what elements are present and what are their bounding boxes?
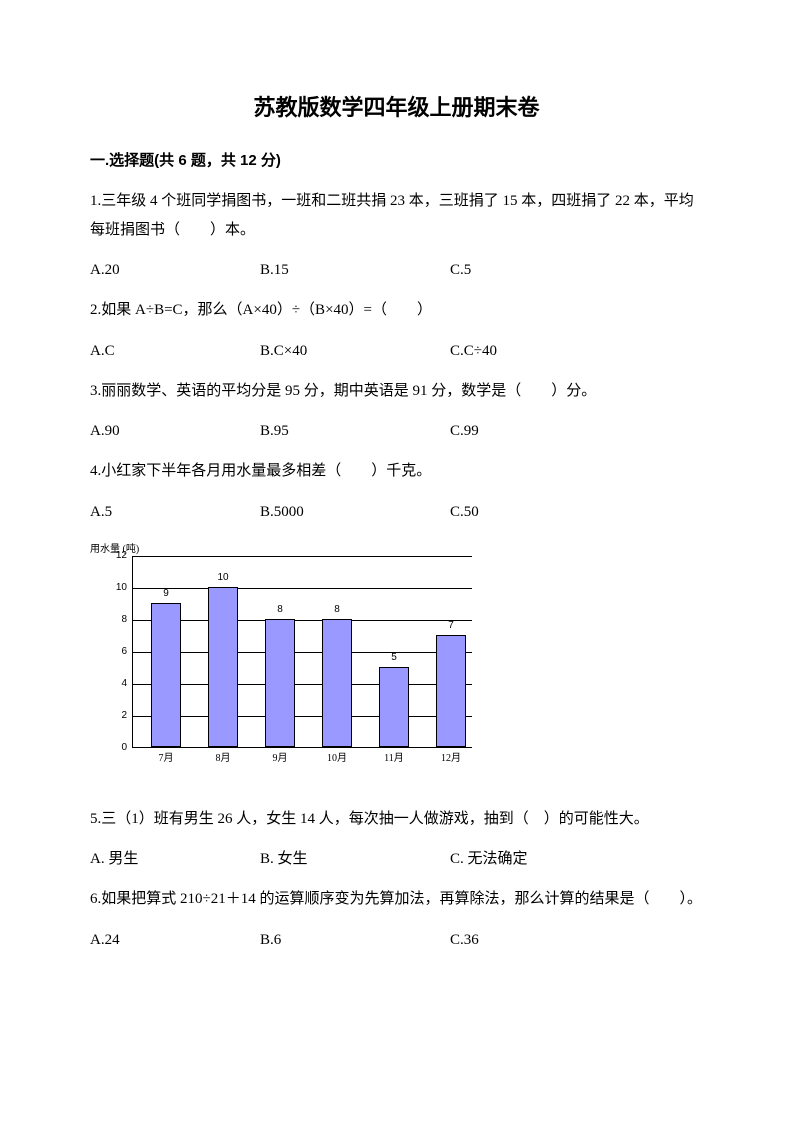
chart-plot-area: 02468101297月108月89月810月511月712月 xyxy=(132,556,472,748)
chart-gridline xyxy=(133,684,472,685)
chart-bar: 5 xyxy=(379,667,409,747)
section-header: 一.选择题(共 6 题，共 12 分) xyxy=(90,149,703,173)
q3-option-c: C.99 xyxy=(450,419,479,443)
q1-option-a: A.20 xyxy=(90,258,260,282)
q4-option-a: A.5 xyxy=(90,500,260,524)
chart-gridline xyxy=(133,588,472,589)
chart-bar-value: 8 xyxy=(277,602,283,620)
chart-bar-value: 10 xyxy=(217,570,228,588)
chart-bar: 9 xyxy=(151,603,181,747)
chart-x-label: 8月 xyxy=(216,747,231,767)
q2-option-a: A.C xyxy=(90,339,260,363)
chart-x-label: 11月 xyxy=(384,747,404,767)
q6-option-c: C.36 xyxy=(450,928,479,952)
chart-x-label: 7月 xyxy=(159,747,174,767)
question-5-options: A. 男生 B. 女生 C. 无法确定 xyxy=(90,847,703,871)
chart-gridline xyxy=(133,716,472,717)
question-1-options: A.20 B.15 C.5 xyxy=(90,258,703,282)
chart-gridline xyxy=(133,556,472,557)
question-6-options: A.24 B.6 C.36 xyxy=(90,928,703,952)
q6-option-b: B.6 xyxy=(260,928,450,952)
question-5: 5.三（1）班有男生 26 人，女生 14 人，每次抽一人做游戏，抽到（ ）的可… xyxy=(90,805,703,834)
q5-option-a: A. 男生 xyxy=(90,847,260,871)
q1-option-c: C.5 xyxy=(450,258,471,282)
chart-y-tick: 2 xyxy=(121,708,133,724)
chart-bar: 10 xyxy=(208,587,238,747)
water-usage-chart: 用水量 (吨) 02468101297月108月89月810月511月712月 xyxy=(90,542,703,777)
q2-option-c: C.C÷40 xyxy=(450,339,497,363)
q2-option-b: B.C×40 xyxy=(260,339,450,363)
chart-y-tick: 0 xyxy=(121,740,133,756)
question-3-options: A.90 B.95 C.99 xyxy=(90,419,703,443)
question-2-options: A.C B.C×40 C.C÷40 xyxy=(90,339,703,363)
chart-bar: 8 xyxy=(265,619,295,747)
q1-option-b: B.15 xyxy=(260,258,450,282)
chart-x-label: 10月 xyxy=(327,747,347,767)
chart-gridline xyxy=(133,652,472,653)
q5-option-b: B. 女生 xyxy=(260,847,450,871)
page-title: 苏教版数学四年级上册期末卷 xyxy=(90,90,703,125)
question-6: 6.如果把算式 210÷21＋14 的运算顺序变为先算加法，再算除法，那么计算的… xyxy=(90,885,703,914)
question-4-options: A.5 B.5000 C.50 xyxy=(90,500,703,524)
q4-option-b: B.5000 xyxy=(260,500,450,524)
question-2: 2.如果 A÷B=C，那么（A×40）÷（B×40）=（ ） xyxy=(90,296,703,325)
chart-x-label: 9月 xyxy=(273,747,288,767)
chart-bar: 8 xyxy=(322,619,352,747)
q3-option-b: B.95 xyxy=(260,419,450,443)
chart-bar-value: 8 xyxy=(334,602,340,620)
chart-y-tick: 8 xyxy=(121,612,133,628)
chart-bar-value: 9 xyxy=(163,586,169,604)
chart-x-label: 12月 xyxy=(441,747,461,767)
question-1: 1.三年级 4 个班同学捐图书，一班和二班共捐 23 本，三班捐了 15 本，四… xyxy=(90,187,703,244)
chart-y-tick: 4 xyxy=(121,676,133,692)
question-3: 3.丽丽数学、英语的平均分是 95 分，期中英语是 91 分，数学是（ ）分。 xyxy=(90,377,703,406)
q5-option-c: C. 无法确定 xyxy=(450,847,528,871)
chart-y-tick: 12 xyxy=(116,548,133,564)
chart-gridline xyxy=(133,620,472,621)
chart-y-tick: 6 xyxy=(121,644,133,660)
q6-option-a: A.24 xyxy=(90,928,260,952)
q3-option-a: A.90 xyxy=(90,419,260,443)
chart-bar-value: 7 xyxy=(448,618,454,636)
chart-y-tick: 10 xyxy=(116,580,133,596)
chart-bar-value: 5 xyxy=(391,650,397,668)
chart-bar: 7 xyxy=(436,635,466,747)
q4-option-c: C.50 xyxy=(450,500,479,524)
question-4: 4.小红家下半年各月用水量最多相差（ ）千克。 xyxy=(90,457,703,486)
